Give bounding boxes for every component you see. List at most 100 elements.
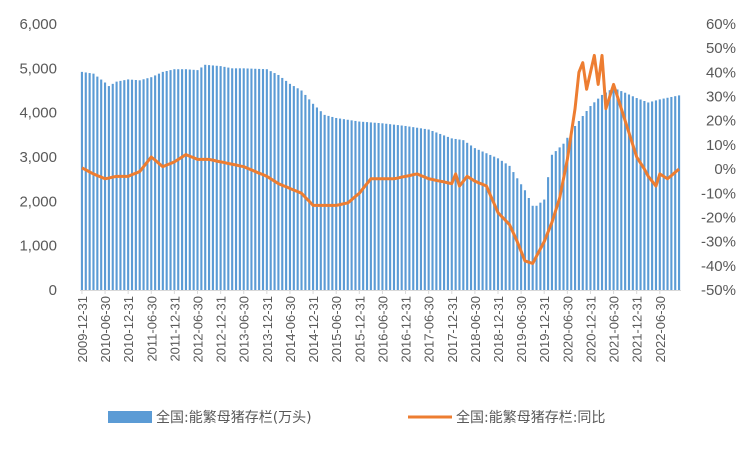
bar	[146, 78, 149, 290]
bar	[154, 75, 157, 291]
bar	[362, 121, 365, 290]
y-left-tick-label: 3,000	[19, 149, 57, 166]
x-tick-label: 2011-12-31	[167, 296, 182, 362]
bar	[404, 125, 407, 290]
bar	[408, 126, 411, 290]
bar	[670, 96, 673, 290]
y-left-tick-label: 4,000	[19, 105, 57, 122]
y-right-tick-label: -40%	[701, 258, 736, 275]
x-tick-label: 2012-12-31	[214, 296, 229, 363]
bar	[319, 111, 322, 290]
bar	[308, 99, 311, 291]
bar	[358, 121, 361, 290]
y-right-tick-label: -50%	[701, 282, 736, 299]
bar	[624, 92, 627, 290]
bar	[489, 154, 492, 290]
bar	[527, 198, 530, 290]
bar	[312, 103, 315, 290]
bar	[373, 122, 376, 290]
bar	[581, 115, 584, 291]
y-left-tick-label: 1,000	[19, 238, 57, 255]
bar	[215, 65, 218, 290]
bar	[304, 94, 307, 291]
bar	[473, 148, 476, 290]
bar	[562, 143, 565, 290]
bar	[184, 69, 188, 290]
bar	[292, 86, 295, 290]
bar	[566, 137, 569, 290]
bar	[466, 142, 469, 290]
bar	[419, 128, 423, 290]
bar	[439, 133, 442, 290]
x-tick-label: 2018-12-31	[491, 296, 506, 363]
line-series	[81, 53, 681, 265]
bar	[323, 114, 326, 290]
bar	[223, 66, 226, 290]
bar	[258, 68, 261, 290]
x-tick-label: 2019-12-31	[537, 296, 552, 363]
bar	[631, 96, 634, 290]
x-tick-label: 2020-12-31	[584, 296, 599, 363]
bar	[416, 127, 419, 291]
bar	[412, 127, 415, 291]
bar	[254, 68, 257, 290]
bar	[389, 124, 392, 290]
bar	[523, 190, 527, 290]
x-tick-label: 2015-06-30	[329, 296, 344, 363]
bar	[346, 119, 349, 290]
x-tick-label: 2011-06-30	[144, 296, 159, 362]
bar	[365, 122, 369, 291]
x-tick-label: 2018-06-30	[468, 296, 483, 363]
bar	[192, 69, 195, 290]
bar	[443, 135, 446, 290]
bar	[516, 178, 519, 290]
x-tick-label: 2013-06-30	[237, 296, 252, 363]
bar	[477, 149, 480, 290]
x-tick-label: 2017-12-31	[445, 296, 460, 363]
bar	[177, 69, 180, 290]
y-left-tick-label: 2,000	[19, 193, 57, 210]
bar	[123, 80, 126, 290]
bar	[261, 69, 265, 290]
bar	[493, 156, 496, 290]
bar	[219, 66, 222, 291]
bar	[231, 68, 234, 290]
bar	[431, 130, 434, 290]
x-tick-label: 2013-12-31	[260, 296, 275, 363]
bar	[331, 116, 334, 290]
x-tick-label: 2020-06-30	[560, 296, 575, 363]
bar	[92, 73, 95, 291]
x-tick-label: 2021-12-31	[630, 296, 645, 363]
bar	[589, 106, 592, 291]
bar	[103, 82, 107, 291]
x-tick-label: 2016-12-31	[399, 296, 414, 363]
y-right-tick-label: -30%	[701, 234, 736, 251]
bar	[188, 69, 191, 291]
y-right-tick-label: -10%	[701, 185, 736, 202]
bar	[127, 79, 130, 290]
bar	[485, 153, 488, 290]
legend-label-bars: 全国:能繁母猪存栏(万头)	[156, 409, 312, 426]
bar	[246, 68, 249, 290]
bar	[469, 145, 473, 290]
bar	[616, 89, 619, 290]
bar	[269, 71, 272, 290]
bar	[639, 99, 642, 290]
bar	[454, 138, 457, 290]
bar	[504, 163, 507, 290]
x-tick-label: 2009-12-31	[75, 296, 90, 363]
bar	[535, 205, 538, 290]
bar	[396, 125, 399, 290]
bar	[612, 87, 615, 290]
bar	[130, 79, 134, 291]
bar	[574, 125, 577, 290]
bar	[593, 102, 596, 290]
legend: 全国:能繁母猪存栏(万头) 全国:能繁母猪存栏:同比	[108, 409, 605, 426]
y-left-tick-label: 6,000	[19, 16, 57, 33]
y-right-tick-label: 10%	[706, 137, 736, 154]
bar	[96, 76, 99, 290]
x-tick-label: 2017-06-30	[422, 296, 437, 363]
bar	[666, 97, 669, 291]
x-tick-label: 2010-06-30	[98, 296, 113, 363]
bar	[196, 70, 199, 290]
